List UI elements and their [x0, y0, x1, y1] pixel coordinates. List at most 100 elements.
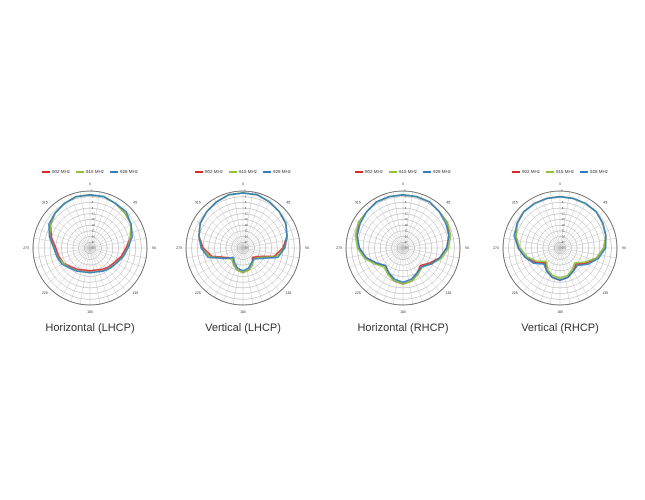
theta-tick-label: 0 [559, 182, 561, 186]
theta-tick-label: 45 [446, 201, 450, 205]
legend-label: 915 MHz [86, 169, 105, 174]
series-line [198, 192, 288, 272]
r-tick-label: -12 [91, 212, 95, 215]
theta-tick-label: 180 [87, 310, 93, 314]
theta-tick-label: 180 [557, 310, 563, 314]
grid-ring [231, 236, 255, 260]
grid-ring [38, 196, 142, 300]
legend-label: 928 MHz [120, 169, 139, 174]
r-tick-label: -21 [91, 230, 95, 233]
legend-label: 915 MHz [556, 169, 575, 174]
theta-tick-label: 315 [195, 201, 201, 205]
theta-tick-label: 270 [176, 246, 182, 250]
series-line [356, 194, 450, 283]
r-tick-label: -27 [404, 241, 408, 244]
legend-label: 928 MHz [433, 169, 452, 174]
r-tick-label: -30 [561, 247, 565, 250]
grid-ring [237, 242, 249, 254]
theta-tick-label: 0 [89, 182, 91, 186]
grid-ring [391, 236, 415, 260]
legend-label: 915 MHz [399, 169, 418, 174]
r-tick-label: -3 [91, 195, 94, 198]
r-tick-label: -9 [404, 207, 407, 210]
grid-ring [542, 230, 578, 266]
theta-tick-label: 180 [400, 310, 406, 314]
r-tick-label: -15 [91, 218, 95, 221]
r-tick-label: -9 [244, 207, 247, 210]
theta-tick-label: 90 [152, 246, 156, 250]
theta-tick-label: 45 [603, 201, 607, 205]
series-line [513, 195, 607, 282]
grid-ring [197, 202, 289, 294]
r-tick-label: -12 [244, 212, 248, 215]
grid-ring [525, 213, 595, 283]
r-tick-label: -12 [561, 212, 565, 215]
grid-ring [32, 190, 148, 306]
legend-label: 902 MHz [52, 169, 71, 174]
grid-ring [185, 190, 301, 306]
r-tick-label: -24 [404, 235, 408, 238]
series-line [48, 194, 134, 274]
theta-tick-label: 90 [305, 246, 309, 250]
theta-tick-label: 45 [133, 201, 137, 205]
theta-tick-label: 90 [465, 246, 469, 250]
r-tick-label: -30 [244, 247, 248, 250]
legend-label: 902 MHz [365, 169, 384, 174]
r-tick-label: -3 [404, 195, 407, 198]
theta-tick-label: 225 [512, 291, 518, 295]
theta-tick-label: 270 [23, 246, 29, 250]
r-tick-label: -27 [244, 241, 248, 244]
grid-ring [72, 230, 108, 266]
legend-label: 928 MHz [273, 169, 292, 174]
chart-title: Vertical (LHCP) [205, 322, 281, 334]
grid-ring [61, 219, 119, 277]
grid-ring [345, 190, 461, 306]
theta-tick-label: 270 [336, 246, 342, 250]
grid-ring [374, 219, 432, 277]
r-tick-label: -30 [404, 247, 408, 250]
r-tick-label: -30 [91, 247, 95, 250]
theta-tick-label: 0 [242, 182, 244, 186]
chart-title: Vertical (RHCP) [521, 322, 599, 334]
r-tick-label: 0 [91, 190, 93, 193]
theta-tick-label: 315 [512, 201, 518, 205]
r-tick-label: 0 [404, 190, 406, 193]
grid-ring [351, 196, 455, 300]
r-tick-label: -27 [561, 241, 565, 244]
grid-ring [502, 190, 618, 306]
theta-tick-label: 90 [622, 246, 626, 250]
series-line [354, 194, 452, 285]
grid-ring [536, 224, 584, 272]
theta-tick-label: 135 [445, 291, 451, 295]
r-tick-label: -27 [91, 241, 95, 244]
r-tick-label: -6 [404, 201, 407, 204]
chart-title: Horizontal (LHCP) [45, 322, 134, 334]
r-tick-label: -18 [91, 224, 95, 227]
r-tick-label: -18 [561, 224, 565, 227]
theta-tick-label: 135 [132, 291, 138, 295]
r-tick-label: -24 [244, 235, 248, 238]
r-tick-label: -9 [91, 207, 94, 210]
r-tick-label: -6 [91, 201, 94, 204]
r-tick-label: -9 [561, 207, 564, 210]
r-tick-label: -3 [244, 195, 247, 198]
grid-ring [44, 202, 136, 294]
grid-ring [214, 219, 272, 277]
grid-ring [548, 236, 572, 260]
grid-ring [225, 230, 261, 266]
grid-ring [78, 236, 102, 260]
r-tick-label: 0 [561, 190, 563, 193]
grid-ring [531, 219, 589, 277]
theta-tick-label: 225 [42, 291, 48, 295]
grid-ring [554, 242, 566, 254]
r-tick-label: -15 [561, 218, 565, 221]
theta-tick-label: 315 [42, 201, 48, 205]
grid-ring [191, 196, 295, 300]
legend-label: 902 MHz [522, 169, 541, 174]
theta-tick-label: 45 [286, 201, 290, 205]
grid-ring [49, 207, 131, 289]
r-tick-label: -6 [244, 201, 247, 204]
legend-label: 915 MHz [239, 169, 258, 174]
chart-title: Horizontal (RHCP) [357, 322, 448, 334]
